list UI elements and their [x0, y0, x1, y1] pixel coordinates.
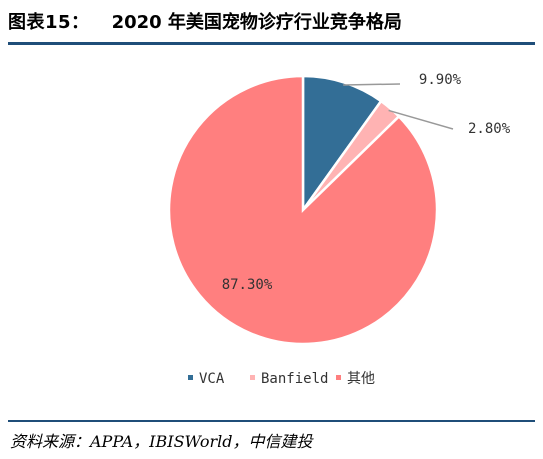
data-label: 9.90% [419, 72, 462, 88]
bottom-rule [8, 420, 535, 422]
figure-header: 图表15： 2020 年美国宠物诊疗行业竞争格局 [8, 4, 536, 38]
data-label: 87.30% [222, 277, 273, 293]
top-rule [8, 42, 535, 45]
slice-other [167, 74, 439, 346]
leader-line [343, 83, 401, 86]
leader-line [388, 109, 454, 130]
legend-marker [188, 375, 193, 380]
legend-marker [336, 375, 341, 380]
data-label: 2.80% [468, 121, 511, 137]
legend-label: Banfield [261, 371, 328, 387]
slice-vca [301, 74, 383, 214]
figure-label: 图表15： [8, 12, 90, 33]
legend-label: VCA [199, 371, 225, 387]
pie-chart: 9.90% 2.80% 87.30% VCA Banfield 其他 [167, 72, 511, 387]
legend-label: 其他 [347, 371, 375, 387]
chart-title: 2020 年美国宠物诊疗行业竞争格局 [111, 12, 402, 33]
source-note: 资料来源：APPA，IBISWorld，中信建投 [10, 432, 313, 451]
legend-marker [250, 375, 255, 380]
